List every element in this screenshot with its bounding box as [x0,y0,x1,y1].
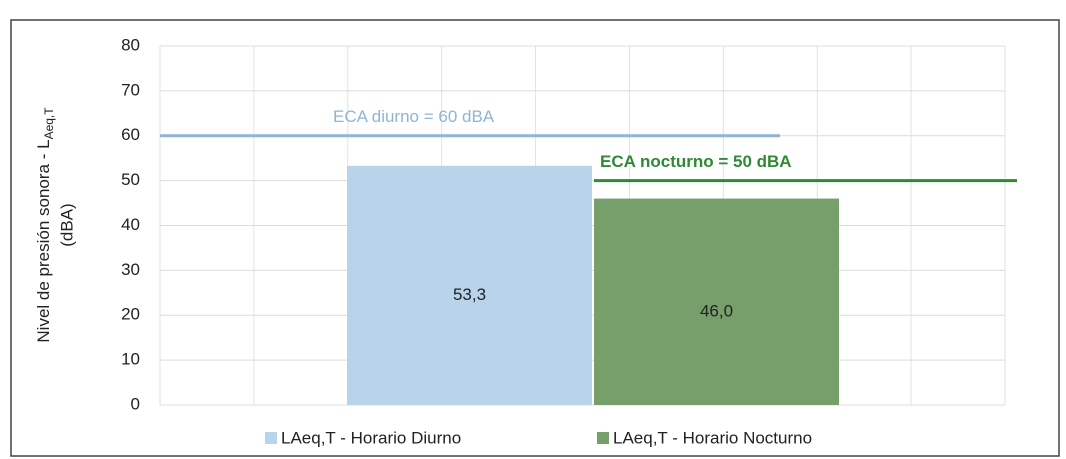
legend-label: LAeq,T - Horario Diurno [281,428,461,447]
y-tick-label: 80 [121,35,140,54]
y-axis-label: Nivel de presión sonora - LAeq,T [34,107,56,343]
reference-label: ECA nocturno = 50 dBA [600,152,792,171]
legend-swatch [265,432,277,444]
y-tick-label: 0 [131,394,140,413]
data-label: 53,3 [453,285,486,304]
y-tick-label: 50 [121,170,140,189]
y-tick-label: 40 [121,215,140,234]
bar [347,165,592,405]
y-axis-label-line2: (dBA) [57,203,76,246]
legend-swatch [597,432,609,444]
y-label-main: Nivel de presión sonora - L [34,139,53,342]
y-label-sub: Aeq,T [42,107,56,140]
y-tick-label: 10 [121,350,140,369]
y-tick-label: 30 [121,260,140,279]
y-tick-label: 20 [121,305,140,324]
reference-label: ECA diurno = 60 dBA [333,107,495,126]
y-tick-label: 60 [121,125,140,144]
bar [594,198,839,405]
legend-label: LAeq,T - Horario Nocturno [613,428,812,447]
y-tick-label: 70 [121,80,140,99]
data-label: 46,0 [700,301,733,320]
